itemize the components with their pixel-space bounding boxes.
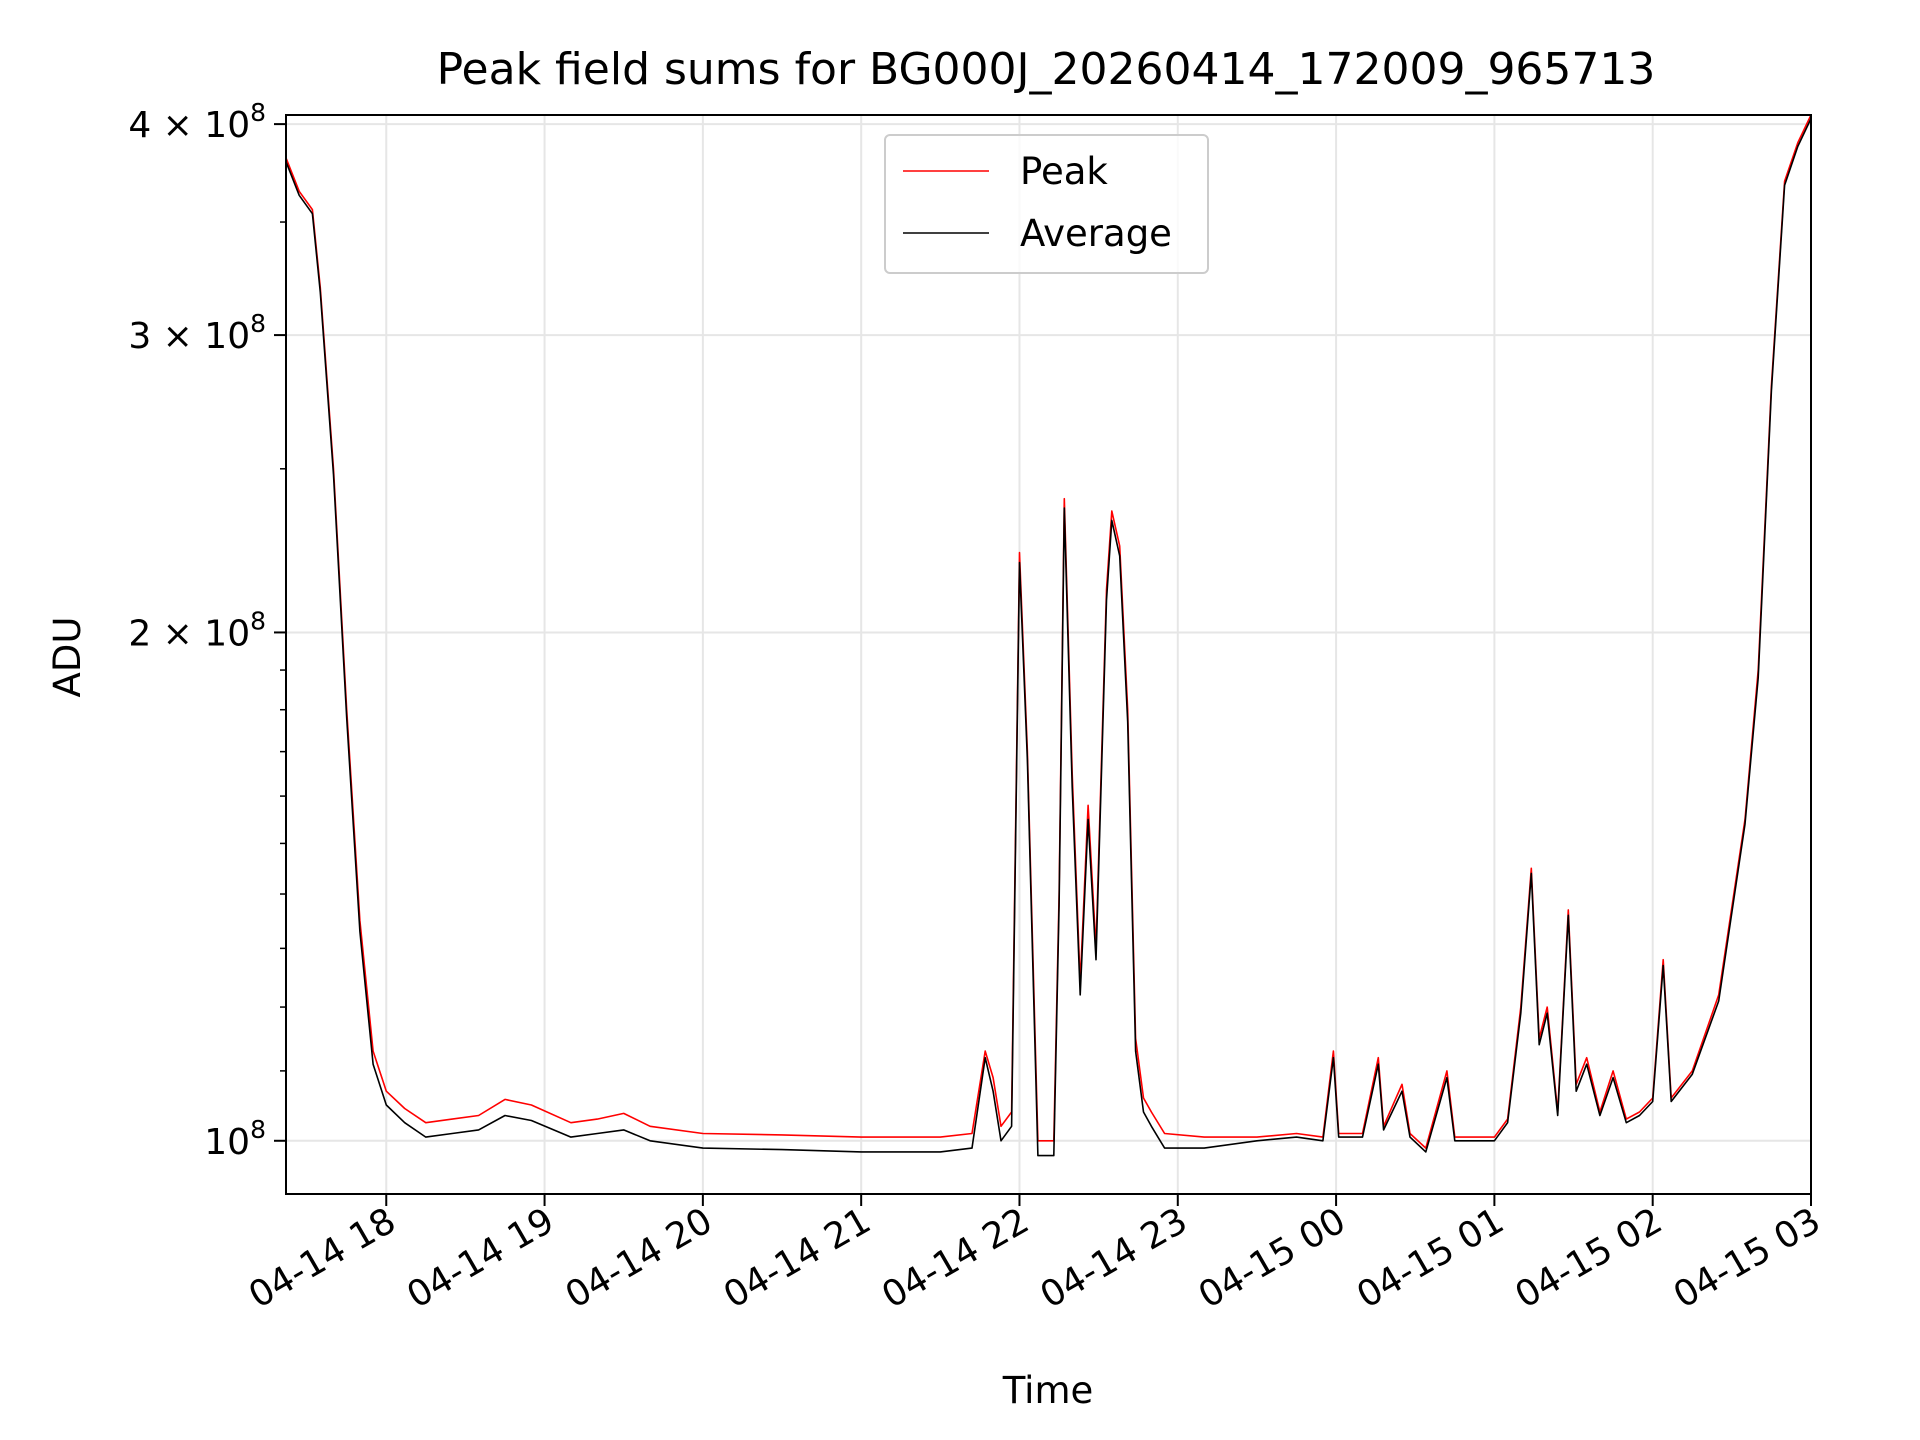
y-tick-label: 2 × 108: [128, 606, 266, 654]
y-axis-label: ADU: [46, 617, 89, 698]
legend-peak-label: Peak: [1020, 150, 1108, 193]
y-tick-base: 10: [204, 1122, 250, 1163]
y-tick-exponent: 8: [250, 98, 266, 127]
series-line-average: [285, 118, 1812, 1157]
y-tick-label: 4 × 108: [128, 98, 266, 146]
y-tick-exponent: 8: [250, 606, 266, 635]
y-tick-label: 108: [204, 1115, 266, 1163]
y-tick-base: 4 × 10: [128, 105, 250, 146]
plot-frame: [285, 114, 1812, 1195]
legend: Peak Average: [884, 134, 1209, 274]
series-lines: [285, 114, 1812, 1157]
legend-average-label: Average: [1020, 212, 1172, 255]
legend-box: [884, 134, 1209, 274]
y-tick-base: 2 × 10: [128, 613, 250, 654]
y-tick-exponent: 8: [250, 1115, 266, 1144]
x-axis-label: Time: [1002, 1369, 1094, 1412]
chart-title: Peak field sums for BG000J_20260414_1720…: [437, 44, 1656, 95]
y-tick-base: 3 × 10: [128, 316, 250, 357]
y-tick-exponent: 8: [250, 309, 266, 338]
y-tick-label: 3 × 108: [128, 309, 266, 357]
